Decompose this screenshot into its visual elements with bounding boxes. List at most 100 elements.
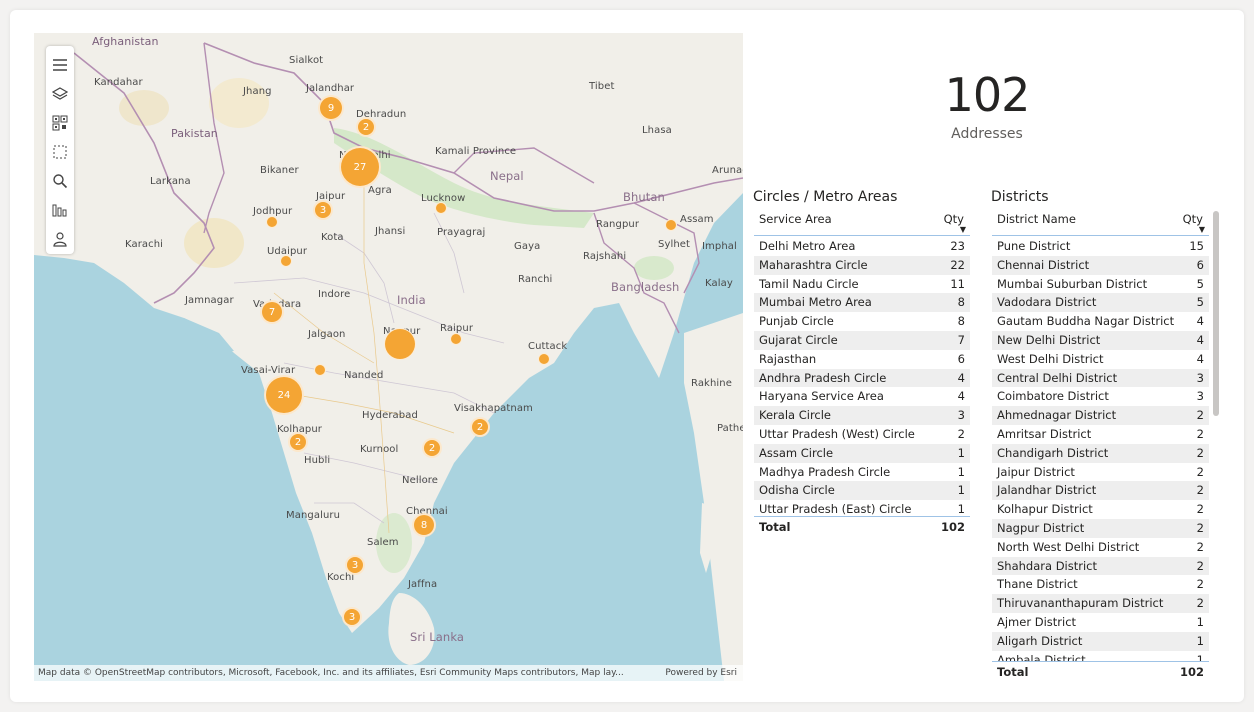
table-row[interactable]: North West Delhi District 2 bbox=[992, 538, 1209, 557]
table-row[interactable]: Vadodara District 5 bbox=[992, 293, 1209, 313]
table-row[interactable]: Gujarat Circle 7 bbox=[754, 331, 970, 350]
table-row[interactable]: Ahmednagar District 2 bbox=[992, 406, 1209, 425]
column-header-district-name[interactable]: District Name bbox=[997, 212, 1076, 226]
table-row[interactable]: New Delhi District 4 bbox=[992, 331, 1209, 350]
table-row[interactable]: Jalandhar District 2 bbox=[992, 481, 1209, 501]
table-row[interactable]: Chennai District 6 bbox=[992, 255, 1209, 275]
search-icon[interactable] bbox=[48, 167, 72, 196]
table-row[interactable]: Coimbatore District 3 bbox=[992, 387, 1209, 406]
place-label: Gaya bbox=[514, 241, 541, 252]
place-label: Nepal bbox=[490, 169, 524, 183]
row-qty: 2 bbox=[1196, 483, 1204, 498]
table-row[interactable]: Rajasthan 6 bbox=[754, 350, 970, 369]
map-cluster[interactable]: 8 bbox=[412, 513, 436, 537]
table-row[interactable]: Thane District 2 bbox=[992, 575, 1209, 594]
row-qty: 2 bbox=[1196, 427, 1204, 441]
map-point[interactable] bbox=[280, 255, 292, 267]
map-point[interactable] bbox=[384, 328, 416, 360]
map-point[interactable] bbox=[665, 219, 677, 231]
circles-table[interactable]: Service Area Qty ▼ Delhi Metro Area 23 Mah… bbox=[754, 212, 970, 542]
map-cluster[interactable]: 24 bbox=[264, 375, 304, 415]
table-row[interactable]: Thiruvananthapuram District 2 bbox=[992, 594, 1209, 613]
place-label: Kamali Province bbox=[435, 146, 517, 157]
row-qty: 2 bbox=[1196, 464, 1204, 479]
menu-icon[interactable] bbox=[48, 50, 72, 79]
place-label: Jhansi bbox=[375, 226, 406, 237]
map-cluster[interactable]: 3 bbox=[313, 200, 333, 220]
table-row[interactable]: Ajmer District 1 bbox=[992, 613, 1209, 632]
place-label: Pathe bbox=[717, 423, 743, 434]
column-header-qty[interactable]: Qty bbox=[1182, 212, 1203, 226]
table-row[interactable]: Assam Circle 1 bbox=[754, 443, 970, 463]
table-row[interactable]: Kolhapur District 2 bbox=[992, 500, 1209, 519]
map-cluster[interactable]: 3 bbox=[345, 555, 365, 575]
table-row[interactable]: Mumbai Metro Area 8 bbox=[754, 293, 970, 313]
table-row[interactable]: Shahdara District 2 bbox=[992, 556, 1209, 576]
table-row[interactable]: Andhra Pradesh Circle 4 bbox=[754, 368, 970, 388]
map-cluster[interactable]: 27 bbox=[339, 146, 381, 188]
map-cluster[interactable]: 3 bbox=[342, 607, 362, 627]
map-visual[interactable]: Afghanistan Kandahar Pakistan Jhang Sialkot J… bbox=[34, 33, 743, 681]
table-row[interactable]: Maharashtra Circle 22 bbox=[754, 255, 970, 275]
place-label: Kurnool bbox=[360, 444, 399, 455]
row-label: Shahdara District bbox=[997, 558, 1098, 573]
districts-table[interactable]: District Name Qty ▼ Pune District 15 Chenn… bbox=[992, 212, 1209, 682]
place-label: Prayagraj bbox=[437, 227, 486, 238]
table-row[interactable]: Nagpur District 2 bbox=[992, 519, 1209, 538]
table-row[interactable]: Uttar Pradesh (West) Circle 2 bbox=[754, 425, 970, 444]
row-label: Jalandhar District bbox=[997, 483, 1097, 498]
table-row[interactable]: Jaipur District 2 bbox=[992, 463, 1209, 482]
place-label: Hyderabad bbox=[362, 410, 418, 421]
table-row[interactable]: Tamil Nadu Circle 11 bbox=[754, 275, 970, 294]
map-cluster[interactable]: 2 bbox=[422, 438, 442, 458]
person-icon[interactable] bbox=[48, 225, 72, 254]
qr-select-icon[interactable] bbox=[48, 108, 72, 137]
row-label: Aligarh District bbox=[997, 633, 1083, 648]
table-row[interactable]: Uttar Pradesh (East) Circle 1 bbox=[754, 500, 970, 519]
column-header-service-area[interactable]: Service Area bbox=[759, 212, 832, 226]
place-label: Udaipur bbox=[267, 246, 308, 257]
row-label: Uttar Pradesh (East) Circle bbox=[759, 502, 912, 517]
table-row[interactable]: Chandigarh District 2 bbox=[992, 443, 1209, 463]
powered-by-esri[interactable]: Powered by Esri bbox=[665, 668, 737, 678]
rectangle-select-icon[interactable] bbox=[48, 137, 72, 166]
table-row[interactable]: Pune District 15 bbox=[992, 237, 1209, 256]
table-row[interactable]: Madhya Pradesh Circle 1 bbox=[754, 463, 970, 482]
map-point[interactable] bbox=[314, 364, 326, 376]
table-row[interactable]: Amritsar District 2 bbox=[992, 425, 1209, 444]
sort-desc-icon: ▼ bbox=[1198, 225, 1205, 234]
table-row[interactable]: Mumbai Suburban District 5 bbox=[992, 275, 1209, 294]
map-point[interactable] bbox=[450, 333, 462, 345]
map-cluster[interactable]: 2 bbox=[470, 417, 490, 437]
districts-rows[interactable]: Pune District 15 Chennai District 6 Mumbai S… bbox=[992, 237, 1209, 662]
map-toolbar bbox=[46, 46, 74, 254]
place-label: Afghanistan bbox=[92, 35, 159, 48]
table-row[interactable]: Punjab Circle 8 bbox=[754, 312, 970, 331]
row-qty: 3 bbox=[957, 408, 965, 423]
table-row[interactable]: Kerala Circle 3 bbox=[754, 406, 970, 425]
map-point[interactable] bbox=[435, 202, 447, 214]
table-row[interactable]: Aligarh District 1 bbox=[992, 631, 1209, 651]
table-row[interactable]: West Delhi District 4 bbox=[992, 350, 1209, 369]
place-label: Mangaluru bbox=[286, 510, 341, 521]
column-header-qty[interactable]: Qty bbox=[943, 212, 964, 226]
total-label: Total bbox=[759, 520, 791, 534]
map-cluster[interactable]: 7 bbox=[260, 300, 284, 324]
table-row[interactable]: Delhi Metro Area 23 bbox=[754, 237, 970, 256]
layers-icon[interactable] bbox=[48, 79, 72, 108]
map-point[interactable] bbox=[538, 353, 550, 365]
map-cluster[interactable]: 2 bbox=[356, 117, 376, 137]
sort-desc-icon: ▼ bbox=[959, 225, 966, 234]
districts-scrollbar[interactable] bbox=[1213, 211, 1219, 416]
row-qty: 1 bbox=[1196, 615, 1204, 629]
table-row[interactable]: Odisha Circle 1 bbox=[754, 481, 970, 501]
map-point[interactable] bbox=[266, 216, 278, 228]
place-label: Rakhine bbox=[691, 378, 732, 389]
table-row[interactable]: Haryana Service Area 4 bbox=[754, 387, 970, 406]
map-cluster[interactable]: 2 bbox=[288, 432, 308, 452]
map-cluster[interactable]: 9 bbox=[318, 95, 344, 121]
table-row[interactable]: Central Delhi District 3 bbox=[992, 368, 1209, 388]
table-row[interactable]: Gautam Buddha Nagar District 4 bbox=[992, 312, 1209, 331]
table-row[interactable]: Ambala District 1 bbox=[992, 651, 1209, 662]
bars-icon[interactable] bbox=[48, 196, 72, 225]
